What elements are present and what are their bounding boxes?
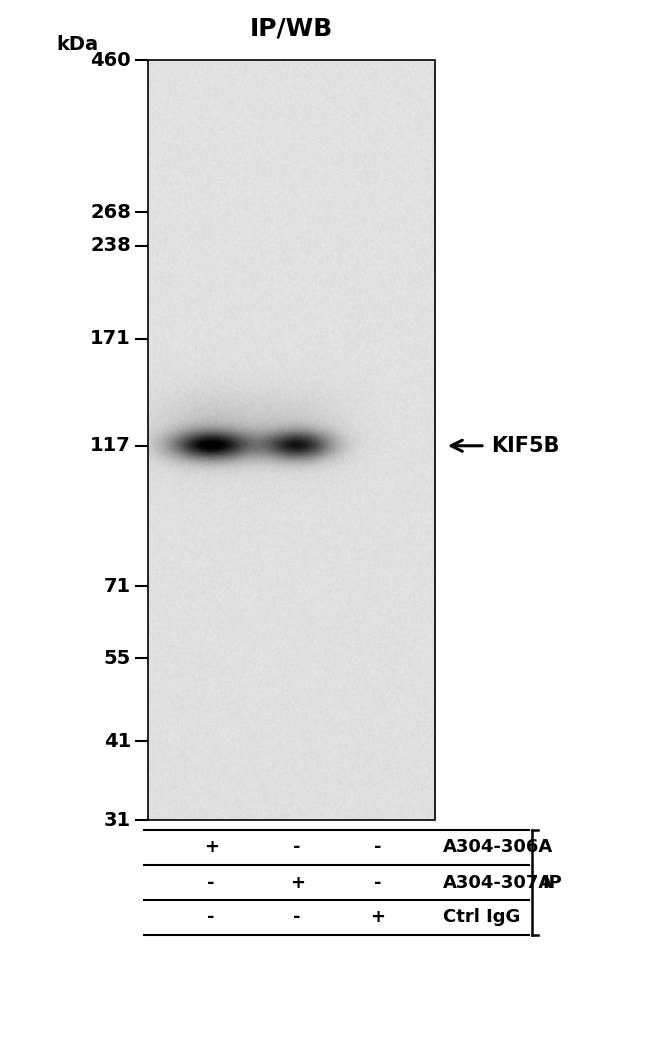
Text: -: - [374, 839, 382, 856]
Text: A304-306A: A304-306A [443, 839, 553, 856]
Text: 460: 460 [90, 51, 131, 69]
Text: kDa: kDa [56, 35, 98, 54]
Text: -: - [294, 908, 301, 926]
Text: 238: 238 [90, 236, 131, 255]
Text: 71: 71 [104, 577, 131, 596]
Text: IP/WB: IP/WB [250, 16, 333, 40]
Text: 31: 31 [104, 810, 131, 829]
Text: Ctrl IgG: Ctrl IgG [443, 908, 521, 926]
Text: IP: IP [542, 874, 562, 891]
Text: -: - [374, 874, 382, 891]
Text: -: - [207, 908, 215, 926]
Text: -: - [294, 839, 301, 856]
Text: +: + [203, 839, 218, 856]
Text: A304-307A: A304-307A [443, 874, 553, 891]
Text: +: + [370, 908, 385, 926]
Text: 268: 268 [90, 203, 131, 222]
Text: +: + [290, 874, 305, 891]
Text: 117: 117 [90, 436, 131, 456]
Text: 171: 171 [90, 329, 131, 348]
Text: -: - [207, 874, 215, 891]
Text: 55: 55 [104, 649, 131, 668]
Text: KIF5B: KIF5B [491, 435, 560, 456]
Text: 41: 41 [104, 732, 131, 751]
